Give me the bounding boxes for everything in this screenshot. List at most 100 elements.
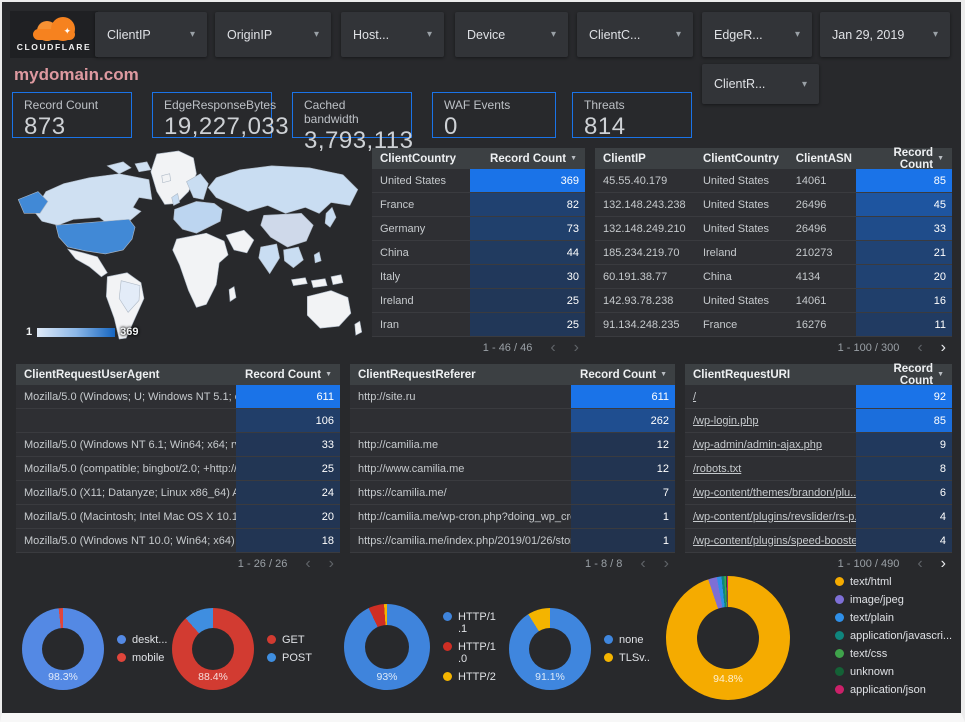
legend-min: 1	[26, 326, 33, 338]
legend-scroll-down-icon[interactable]: ▼	[850, 714, 862, 722]
column-header-clientcountry[interactable]: ClientCountry	[380, 152, 457, 165]
table-row[interactable]: 91.134.248.235 France 16276 11	[595, 313, 952, 337]
content-type-legend: text/html image/jpeg text/plain applicat…	[835, 576, 952, 722]
table-row[interactable]: Mozilla/5.0 (Windows; U; Windows NT 5.1;…	[16, 385, 340, 409]
uri-link[interactable]: /	[693, 390, 697, 403]
prev-page-icon[interactable]: ‹	[917, 339, 923, 356]
column-header-record-count[interactable]: Record Count ▼	[580, 368, 667, 381]
column-header-record-count[interactable]: Record Count ▼	[490, 152, 577, 165]
filter-edgeresponse[interactable]: EdgeR... ▾	[702, 12, 812, 57]
table-row[interactable]: Ireland 25	[372, 289, 585, 313]
table-row[interactable]: 262	[350, 409, 675, 433]
table-row[interactable]: Mozilla/5.0 (Macintosh; Intel Mac OS X 1…	[16, 505, 340, 529]
column-header-useragent[interactable]: ClientRequestUserAgent	[24, 368, 160, 381]
cloudflare-cloud-icon: ✦	[31, 17, 77, 41]
table-row[interactable]: http://www.camilia.me 12	[350, 457, 675, 481]
next-page-icon[interactable]: ›	[663, 555, 669, 572]
table-row[interactable]: /wp-content/themes/brandon/plu... 6	[685, 481, 952, 505]
filter-clientrequest[interactable]: ClientR... ▾	[702, 64, 819, 104]
uri-link[interactable]: /wp-admin/admin-ajax.php	[693, 438, 823, 451]
table-row[interactable]: Mozilla/5.0 (Windows NT 10.0; Win64; x64…	[16, 529, 340, 553]
table-row[interactable]: https://camilia.me/7	[350, 481, 675, 505]
legend-dot-icon	[443, 612, 452, 621]
table-row[interactable]: United States 369	[372, 169, 585, 193]
table-row[interactable]: 60.191.38.77 China 4134 20	[595, 265, 952, 289]
filter-host[interactable]: Host... ▾	[341, 12, 444, 57]
next-page-icon[interactable]: ›	[328, 555, 334, 572]
uri-link[interactable]: /wp-content/themes/brandon/plu...	[693, 486, 856, 499]
date-range-filter[interactable]: Jan 29, 2019 ▾	[820, 12, 950, 57]
table-row[interactable]: /wp-admin/admin-ajax.php 9	[685, 433, 952, 457]
tls-version-pie[interactable]: 91.1%	[509, 608, 591, 690]
table-row[interactable]: 142.93.78.238 United States 14061 16	[595, 289, 952, 313]
table-row[interactable]: /wp-login.php 85	[685, 409, 952, 433]
device-type-pie[interactable]: 98.3%	[22, 608, 104, 690]
column-header-uri[interactable]: ClientRequestURI	[693, 368, 791, 381]
column-header-record-count[interactable]: Record Count ▼	[245, 368, 332, 381]
table-row[interactable]: Mozilla/5.0 (Windows NT 6.1; Win64; x64;…	[16, 433, 340, 457]
table-row[interactable]: China 44	[372, 241, 585, 265]
filter-device[interactable]: Device ▾	[455, 12, 568, 57]
legend-dot-icon	[835, 667, 844, 676]
table-row[interactable]: http://camilia.me/wp-cron.php?doing_wp_c…	[350, 505, 675, 529]
scorecard-edgeresponsebytes: EdgeResponseBytes 19,227,033	[152, 92, 289, 140]
chart-legend: GET POST	[267, 634, 312, 664]
next-page-icon[interactable]: ›	[573, 339, 579, 356]
legend-scroll-up-icon[interactable]: ▲	[835, 714, 846, 722]
prev-page-icon[interactable]: ‹	[550, 339, 556, 356]
table-row[interactable]: Mozilla/5.0 (X11; Datanyze; Linux x86_64…	[16, 481, 340, 505]
slice-percent-label: 94.8%	[713, 673, 743, 685]
content-type-pie[interactable]: 94.8%	[666, 576, 790, 700]
prev-page-icon[interactable]: ‹	[305, 555, 311, 572]
prev-page-icon[interactable]: ‹	[917, 555, 923, 572]
table-row[interactable]: 106	[16, 409, 340, 433]
table-row[interactable]: 185.234.219.70 Ireland 210273 21	[595, 241, 952, 265]
chevron-down-icon: ▾	[932, 29, 938, 40]
prev-page-icon[interactable]: ‹	[640, 555, 646, 572]
column-header-record-count[interactable]: Record Count ▼	[893, 362, 944, 387]
world-map[interactable]	[12, 148, 364, 346]
table-row[interactable]: Iran 25	[372, 313, 585, 337]
http-version-pie[interactable]: 93%	[344, 604, 430, 690]
table-row[interactable]: Germany 73	[372, 217, 585, 241]
table-row[interactable]: https://camilia.me/index.php/2019/01/26/…	[350, 529, 675, 553]
table-row[interactable]: http://camilia.me 12	[350, 433, 675, 457]
table-row[interactable]: /92	[685, 385, 952, 409]
table-row[interactable]: 132.148.243.238 United States 26496 45	[595, 193, 952, 217]
uri-link[interactable]: /wp-content/plugins/speed-booste...	[693, 534, 856, 547]
table-row[interactable]: 45.55.40.179 United States 14061 85	[595, 169, 952, 193]
column-header-clientasn[interactable]: ClientASN	[795, 152, 852, 165]
table-row[interactable]: Mozilla/5.0 (compatible; bingbot/2.0; +h…	[16, 457, 340, 481]
column-header-clientip[interactable]: ClientIP	[603, 152, 646, 165]
uri-link[interactable]: /robots.txt	[693, 462, 742, 475]
filter-clientip[interactable]: ClientIP ▾	[95, 12, 207, 57]
table-row[interactable]: France 82	[372, 193, 585, 217]
filter-clientcountry[interactable]: ClientC... ▾	[577, 12, 693, 57]
chevron-down-icon: ▾	[189, 29, 195, 40]
column-header-record-count[interactable]: Record Count ▼	[893, 146, 944, 171]
column-header-referer[interactable]: ClientRequestReferer	[358, 368, 476, 381]
http-method-pie[interactable]: 88.4%	[172, 608, 254, 690]
legend-dot-icon	[443, 642, 452, 651]
uri-link[interactable]: /wp-login.php	[693, 414, 759, 427]
request-uri-table: ClientRequestURI Record Count ▼ /92 /wp-l…	[685, 362, 952, 575]
table-row[interactable]: Italy 30	[372, 265, 585, 289]
table-row[interactable]: 132.148.249.210 United States 26496 33	[595, 217, 952, 241]
table-row[interactable]: /wp-content/plugins/revslider/rs-p... 4	[685, 505, 952, 529]
table-row[interactable]: /wp-content/plugins/speed-booste... 4	[685, 529, 952, 553]
filter-originip[interactable]: OriginIP ▾	[215, 12, 331, 57]
table-row[interactable]: /robots.txt 8	[685, 457, 952, 481]
device-type-donut: 98.3% deskt... mobile	[22, 608, 167, 690]
legend-dot-icon	[835, 595, 844, 604]
chart-legend: none TLSv..	[604, 634, 650, 664]
next-page-icon[interactable]: ›	[940, 555, 946, 572]
next-page-icon[interactable]: ›	[940, 339, 946, 356]
column-header-clientcountry[interactable]: ClientCountry	[702, 152, 779, 165]
cloudflare-logo: ✦ CLOUDFLARE	[10, 11, 98, 58]
world-map-chart[interactable]: 1 369	[12, 148, 364, 346]
http-version-donut: 93% HTTP/1.1 HTTP/1.0 HTTP/2	[344, 604, 498, 690]
slice-percent-label: 93%	[376, 671, 398, 683]
table-row[interactable]: http://site.ru 611	[350, 385, 675, 409]
uri-link[interactable]: /wp-content/plugins/revslider/rs-p...	[693, 510, 856, 523]
